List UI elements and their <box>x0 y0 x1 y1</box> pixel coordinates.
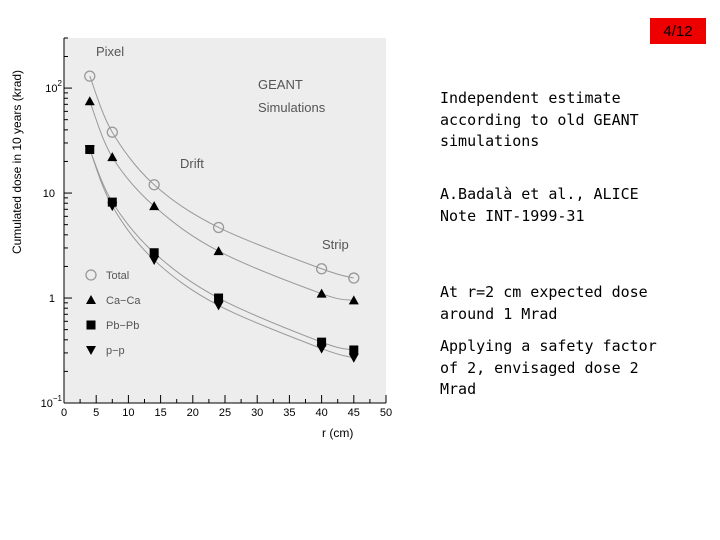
legend-label: Ca−Ca <box>106 295 141 307</box>
plot-background <box>64 38 386 403</box>
x-tick-label: 40 <box>315 407 327 419</box>
data-point-square <box>214 293 224 303</box>
note-safety-factor: Applying a safety factor of 2, envisaged… <box>440 337 657 398</box>
legend-label: Total <box>106 270 129 282</box>
data-point-triangle-up <box>348 295 359 305</box>
y-tick-label: 10 <box>43 188 55 200</box>
note-expected-dose: At r=2 cm expected dose around 1 Mrad <box>440 283 648 323</box>
data-point-circle-open <box>84 70 96 82</box>
data-markers <box>84 70 360 363</box>
data-point-triangle-up <box>213 246 224 256</box>
data-point-circle-open <box>212 221 225 234</box>
note-reference: A.Badalà et al., ALICE Note INT-1999-31 <box>440 185 639 225</box>
x-tick-label: 50 <box>380 407 392 419</box>
y-tick-label: 102 <box>45 79 62 95</box>
y-axis-label: Cumulated dose in 10 years (krad) <box>10 70 24 254</box>
legend: Total Ca−Ca Pb−Pb p−p <box>85 269 141 357</box>
annotation-simulations: Simulations <box>258 100 326 115</box>
data-point-triangle-down <box>348 353 359 363</box>
annotation-strip: Strip <box>322 237 349 252</box>
y-tick-label: 1 <box>49 293 55 305</box>
x-tick-label: 5 <box>93 407 99 419</box>
data-point-square <box>349 345 359 355</box>
data-point-triangle-down <box>213 301 224 311</box>
annotation-geant: GEANT <box>258 77 303 92</box>
data-point-circle-open <box>348 272 360 284</box>
x-tick-label: 0 <box>61 407 67 419</box>
data-point-triangle-up <box>316 288 327 298</box>
x-tick-label: 45 <box>348 407 360 419</box>
data-point-square <box>149 248 159 258</box>
note-geant-estimate: Independent estimate according to old GE… <box>440 89 639 150</box>
x-axis-label: r (cm) <box>322 426 353 440</box>
legend-marker-triangle-up <box>86 295 96 304</box>
x-tick-label: 10 <box>122 407 134 419</box>
data-point-triangle-down <box>316 344 327 354</box>
x-ticks: 0 5 10 15 20 25 30 35 40 45 50 <box>61 395 392 419</box>
data-point-triangle-up <box>84 96 95 106</box>
data-point-square <box>317 337 327 347</box>
legend-label: Pb−Pb <box>106 320 139 332</box>
legend-marker-circle-open <box>85 269 97 281</box>
data-point-circle-open <box>148 179 160 191</box>
data-point-square <box>107 197 117 207</box>
legend-label: p−p <box>106 345 125 357</box>
data-point-triangle-up <box>107 152 118 162</box>
annotations: Pixel GEANT Simulations Drift Strip <box>96 44 349 252</box>
x-tick-label: 15 <box>154 407 166 419</box>
legend-marker-square <box>86 320 96 330</box>
y-ticks: 102 10 1 10−1 <box>41 37 72 410</box>
x-tick-label: 35 <box>283 407 295 419</box>
data-point-triangle-down <box>84 145 95 155</box>
data-point-triangle-down <box>149 256 160 266</box>
annotation-drift: Drift <box>180 156 204 171</box>
x-tick-label: 30 <box>251 407 263 419</box>
fit-curve-circle-open <box>89 75 354 279</box>
y-tick-label: 10−1 <box>41 394 63 410</box>
x-tick-label: 20 <box>187 407 199 419</box>
data-point-circle-open <box>315 263 328 275</box>
data-point-triangle-down <box>107 202 118 212</box>
page-number-badge: 4/12 <box>650 18 706 44</box>
dose-chart: 0 5 10 15 20 25 30 35 40 45 50 102 10 1 10−1 r (cm) C… <box>10 37 392 440</box>
data-point-circle-open <box>106 126 118 138</box>
x-tick-label: 25 <box>219 407 231 419</box>
legend-marker-triangle-down <box>86 346 96 355</box>
annotation-pixel: Pixel <box>96 44 124 59</box>
data-point-triangle-up <box>149 201 160 211</box>
